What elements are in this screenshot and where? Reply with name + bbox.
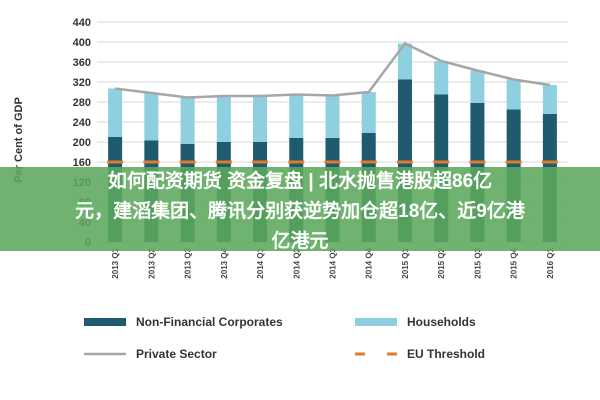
legend: Non-Financial Corporates Households Privat… <box>84 315 485 361</box>
bar-households-11 <box>506 79 521 110</box>
headline-line-3: 亿港元 <box>271 231 329 251</box>
y-tick-280: 280 <box>73 97 91 109</box>
bar-households-1 <box>144 93 159 141</box>
legend-label-0: Non-Financial Corporates <box>136 315 283 329</box>
bar-households-9 <box>434 61 449 95</box>
y-tick-320: 320 <box>73 77 91 89</box>
legend-label-2: Private Sector <box>136 347 217 361</box>
bar-households-6 <box>325 95 340 138</box>
x-tick-9: 2015 Q2 <box>437 247 446 278</box>
bar-households-7 <box>361 92 376 133</box>
private-sector-line <box>114 41 551 99</box>
x-tick-11: 2015 Q4 <box>510 247 519 278</box>
x-axis-ticks: 2013 Q1 2013 Q2 2013 Q3 2013 Q4 2014 Q1 2014 … <box>111 247 555 278</box>
y-axis-label: Per Cent of GDP <box>13 97 25 183</box>
news-headline-overlay[interactable]: 如何配资期货 资金复盘 | 北水抛售港股超86亿 元，建滔集团、腾讯分别获逆势加… <box>0 167 600 251</box>
x-tick-10: 2015 Q3 <box>473 247 482 278</box>
bar-households-3 <box>216 96 231 142</box>
private-sector-polyline <box>114 41 551 99</box>
x-tick-4: 2014 Q1 <box>256 247 265 278</box>
bar-households-5 <box>289 94 304 138</box>
y-tick-360: 360 <box>73 57 91 69</box>
y-tick-200: 200 <box>73 137 91 149</box>
bar-households-4 <box>253 96 268 142</box>
x-tick-0: 2013 Q1 <box>111 247 120 278</box>
bar-households-2 <box>180 97 195 144</box>
x-tick-5: 2014 Q2 <box>292 247 301 278</box>
y-tick-400: 400 <box>73 37 91 49</box>
x-tick-12: 2016 Q1 <box>546 247 555 278</box>
legend-swatch-0 <box>84 318 126 326</box>
bar-households-0 <box>108 88 123 137</box>
y-tick-160: 160 <box>73 157 91 169</box>
x-tick-8: 2015 Q1 <box>401 247 410 278</box>
x-tick-6: 2014 Q3 <box>329 247 338 278</box>
x-tick-2: 2013 Q3 <box>184 247 193 278</box>
headline-line-1: 如何配资期货 资金复盘 | 北水抛售港股超86亿 <box>107 171 493 192</box>
y-tick-240: 240 <box>73 117 91 129</box>
y-tick-440: 440 <box>73 17 91 29</box>
x-tick-7: 2014 Q4 <box>365 247 374 278</box>
bar-households-12 <box>542 85 557 114</box>
bar-households-10 <box>470 70 485 103</box>
headline-line-2: 元，建滔集团、腾讯分别获逆势加仓超18亿、近9亿港 <box>75 201 525 222</box>
legend-label-3: EU Threshold <box>407 347 485 361</box>
x-tick-1: 2013 Q2 <box>147 247 156 278</box>
legend-swatch-1 <box>355 318 397 326</box>
legend-label-1: Households <box>407 315 476 329</box>
bar-households-8 <box>397 43 412 80</box>
x-tick-3: 2013 Q4 <box>220 247 229 278</box>
